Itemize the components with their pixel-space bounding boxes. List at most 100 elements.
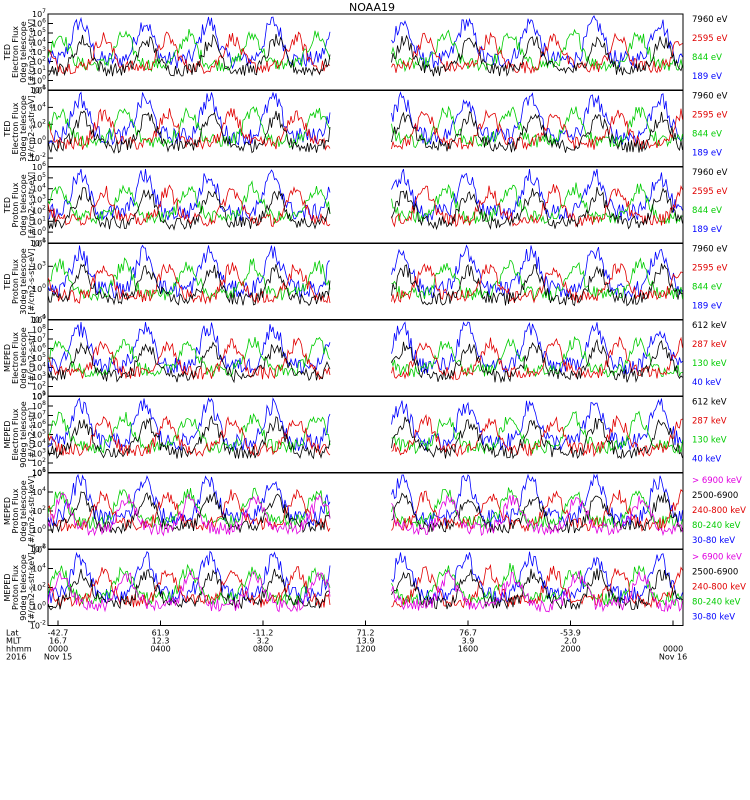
y-tick-label: 10-1 xyxy=(30,84,46,95)
legend-entry: 40 keV xyxy=(692,378,721,388)
x-tick-lat: 61.9 xyxy=(152,629,170,638)
x-tick-lat: -42.7 xyxy=(48,629,69,638)
y-tick-label: 104 xyxy=(32,362,46,373)
series-trace xyxy=(48,110,683,154)
y-tick-label: 109 xyxy=(32,391,46,402)
y-tick-label: 103 xyxy=(32,46,46,57)
legend-entry: 844 eV xyxy=(692,53,722,63)
y-tick-label: 106 xyxy=(32,18,46,29)
panel-7: 10-2 100 102 104 106 MEPED Proton Flux 0deg tel… xyxy=(3,467,746,554)
y-tick-label: 100 xyxy=(32,283,46,294)
series-trace xyxy=(48,91,683,146)
legend-entry: 287 keV xyxy=(692,340,727,350)
series-trace xyxy=(48,263,683,307)
y-tick-label: 104 xyxy=(32,37,46,48)
y-axis-label-line: 0deg telescope xyxy=(19,174,28,235)
legend-entry: 2500-6900 xyxy=(692,568,738,578)
y-tick-label: 106 xyxy=(32,467,46,478)
series-trace xyxy=(48,491,683,535)
panel-series-group xyxy=(48,15,683,77)
legend-entry: 844 eV xyxy=(692,206,722,216)
x-row-label: MLT xyxy=(6,637,21,646)
y-tick-label: 101 xyxy=(32,390,46,401)
y-tick-label: 106 xyxy=(32,419,46,430)
series-trace xyxy=(48,563,683,607)
series-trace xyxy=(48,338,683,384)
y-axis-label-line: [#/cm2-s-str-eV] xyxy=(27,95,36,161)
y-tick-label: 105 xyxy=(32,429,46,440)
x-tick-date: Nov 15 xyxy=(44,653,72,662)
y-tick-label: 102 xyxy=(32,457,46,468)
y-tick-label: 10-1 xyxy=(30,237,46,248)
x-tick-mlt: 12.3 xyxy=(152,637,170,646)
y-tick-label: 102 xyxy=(32,381,46,392)
series-trace xyxy=(48,257,683,302)
panel-2: 10-2 100 102 104 106 TED Electron Flux 30deg te… xyxy=(3,85,728,167)
y-tick-label: 102 xyxy=(32,118,46,129)
legend-entry: 7960 eV xyxy=(692,15,728,25)
series-trace xyxy=(48,492,683,537)
y-tick-label: 106 xyxy=(32,85,46,96)
y-tick-label: 107 xyxy=(32,333,46,344)
y-axis-label-line: MEPED xyxy=(3,497,12,525)
x-tick-hhmm: 0400 xyxy=(150,645,170,654)
legend-entry: 2595 eV xyxy=(692,34,728,44)
y-tick-label: 104 xyxy=(32,563,46,574)
y-axis-label-line: MEPED xyxy=(3,574,12,602)
legend-entry: 2595 eV xyxy=(692,264,728,274)
legend-entry: 2595 eV xyxy=(692,187,728,197)
panel-series-group xyxy=(48,321,683,384)
legend-entry: 30-80 keV xyxy=(692,613,735,623)
x-tick-date: Nov 16 xyxy=(659,653,687,662)
y-tick-label: 108 xyxy=(32,324,46,335)
series-trace xyxy=(48,184,683,228)
legend-entry: 287 keV xyxy=(692,417,727,427)
y-tick-label: 10-2 xyxy=(30,152,46,163)
x-tick-hhmm: 2000 xyxy=(560,645,580,654)
panel-8: 10-2 100 102 104 106 MEPED Proton Flux 90deg te… xyxy=(3,544,746,631)
legend-entry: 30-80 keV xyxy=(692,536,735,546)
panel-series-group xyxy=(48,397,683,460)
legend-entry: 189 eV xyxy=(692,225,722,235)
y-tick-label: 104 xyxy=(32,438,46,449)
legend-entry: 240-800 keV xyxy=(692,506,746,516)
y-axis-label-line: 90deg telescope xyxy=(19,401,28,468)
legend-entry: 189 eV xyxy=(692,149,722,159)
series-trace xyxy=(48,168,683,223)
legend-entry: 612 keV xyxy=(692,321,727,331)
y-tick-label: 105 xyxy=(32,27,46,38)
y-tick-label: 100 xyxy=(32,601,46,612)
y-axis-label-line: [#/cm2-s-str-keV] xyxy=(27,552,36,623)
series-trace xyxy=(48,415,683,460)
y-tick-label: 100 xyxy=(32,524,46,535)
series-trace xyxy=(48,262,683,305)
y-tick-label: 101 xyxy=(32,65,46,76)
y-axis-label-line: Proton Flux xyxy=(11,565,20,610)
panel-series-group xyxy=(48,550,683,613)
legend-entry: 2595 eV xyxy=(692,111,728,121)
y-axis-label-line: TED xyxy=(3,197,12,214)
y-axis-label-line: Proton Flux xyxy=(11,488,20,533)
series-trace xyxy=(48,410,683,455)
legend-entry: 189 eV xyxy=(692,302,722,312)
y-tick-label: 107 xyxy=(32,8,46,19)
series-trace xyxy=(48,108,683,151)
y-tick-label: 104 xyxy=(32,486,46,497)
y-tick-label: 106 xyxy=(32,544,46,555)
x-tick-mlt: 2.0 xyxy=(564,637,577,646)
x-tick-hhmm: 0000 xyxy=(48,645,68,654)
series-trace xyxy=(48,186,683,231)
y-tick-label: 106 xyxy=(32,161,46,172)
y-tick-label: 109 xyxy=(32,314,46,325)
x-tick-lat: -11.2 xyxy=(253,629,274,638)
y-tick-label: 106 xyxy=(32,238,46,249)
y-tick-label: 103 xyxy=(32,260,46,271)
x-tick-hhmm: 0000 xyxy=(663,645,683,654)
x-row-label: hhmm xyxy=(6,645,32,654)
y-tick-label: 100 xyxy=(32,75,46,86)
legend-entry: 80-240 keV xyxy=(692,598,741,608)
